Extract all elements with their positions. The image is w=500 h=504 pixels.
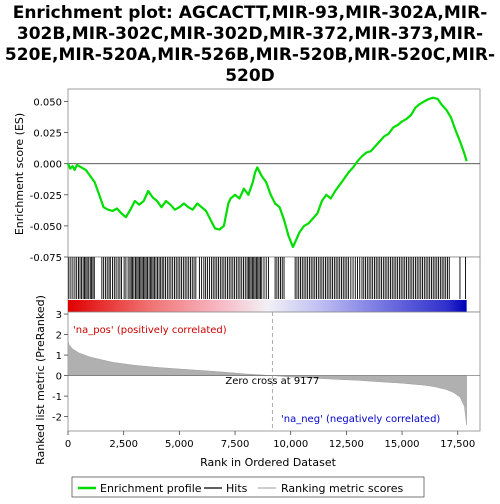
- legend: Enrichment profile Hits Ranking metric s…: [71, 476, 425, 498]
- es-plot-frame: [67, 88, 481, 258]
- x-tick-label: 10,000: [273, 439, 308, 450]
- es-y-tick-label: 0.050: [33, 97, 62, 108]
- rank-y-axis-label: Ranked list metric (PreRanked): [34, 295, 47, 465]
- title-line-1: Enrichment plot: AGCACTT,MIR-93,MIR-302A…: [13, 3, 488, 23]
- rank-y-tick-label: 0: [56, 372, 62, 383]
- rank-y-tick-label: 2: [56, 331, 62, 342]
- es-y-tick-label: -0.075: [30, 253, 62, 264]
- rank-y-tick-label: -2: [52, 413, 62, 424]
- rank-y-tick-label: -1: [52, 392, 62, 403]
- x-axis: 0 2,500 5,000 7,500 10,000 12,500 15,000 17,500: [65, 431, 475, 450]
- x-tick-label: 7,500: [221, 439, 250, 450]
- enrichment-profile-line: [66, 96, 468, 249]
- na-pos-annotation: 'na_pos' (positively correlated): [73, 325, 227, 336]
- title-line-2: 302B,MIR-302C,MIR-302D,MIR-372,MIR-373,M…: [17, 24, 483, 44]
- es-y-tick-label: -0.050: [30, 222, 62, 233]
- legend-box: [71, 476, 425, 498]
- es-panel: 0.050 0.025 0.000 -0.025 -0.050 -0.075: [30, 88, 481, 264]
- rank-y-tick-label: 3: [56, 310, 62, 321]
- legend-ranking-label: Ranking metric scores: [281, 482, 403, 495]
- x-tick-label: 12,500: [329, 439, 364, 450]
- legend-enrichment-label: Enrichment profile: [100, 482, 202, 495]
- rank-color-bar: [68, 300, 467, 312]
- legend-hits-label: Hits: [226, 482, 248, 495]
- es-y-tick-label: -0.025: [30, 191, 62, 202]
- title-line-3: 520E,MIR-520A,MIR-526B,MIR-520B,MIR-520C…: [5, 45, 495, 65]
- es-y-axis-label: Enrichment score (ES): [13, 113, 26, 235]
- x-tick-label: 17,500: [440, 439, 475, 450]
- es-y-tick-label: 0.025: [33, 129, 62, 140]
- x-tick-label: 15,000: [385, 439, 420, 450]
- chart-title: Enrichment plot: AGCACTT,MIR-93,MIR-302A…: [5, 3, 495, 86]
- x-tick-label: 5,000: [165, 439, 194, 450]
- rank-y-tick-label: 1: [56, 351, 62, 362]
- x-axis-label: Rank in Ordered Dataset: [200, 456, 337, 469]
- title-line-4: 520D: [225, 66, 275, 86]
- rank-plot-frame: [67, 311, 481, 432]
- ranking-metric-area: [67, 340, 467, 425]
- hits-panel: [67, 256, 481, 313]
- x-tick-label: 2,500: [109, 439, 138, 450]
- ranked-metric-panel: 3 2 1 0 -1 -2 'na_pos' (positively correlated)…: [52, 310, 481, 432]
- na-neg-annotation: 'na_neg' (negatively correlated): [281, 414, 440, 425]
- x-tick-label: 0: [65, 439, 71, 450]
- zero-cross-annotation: Zero cross at 9177: [225, 376, 319, 387]
- es-y-tick-label: 0.000: [33, 160, 62, 171]
